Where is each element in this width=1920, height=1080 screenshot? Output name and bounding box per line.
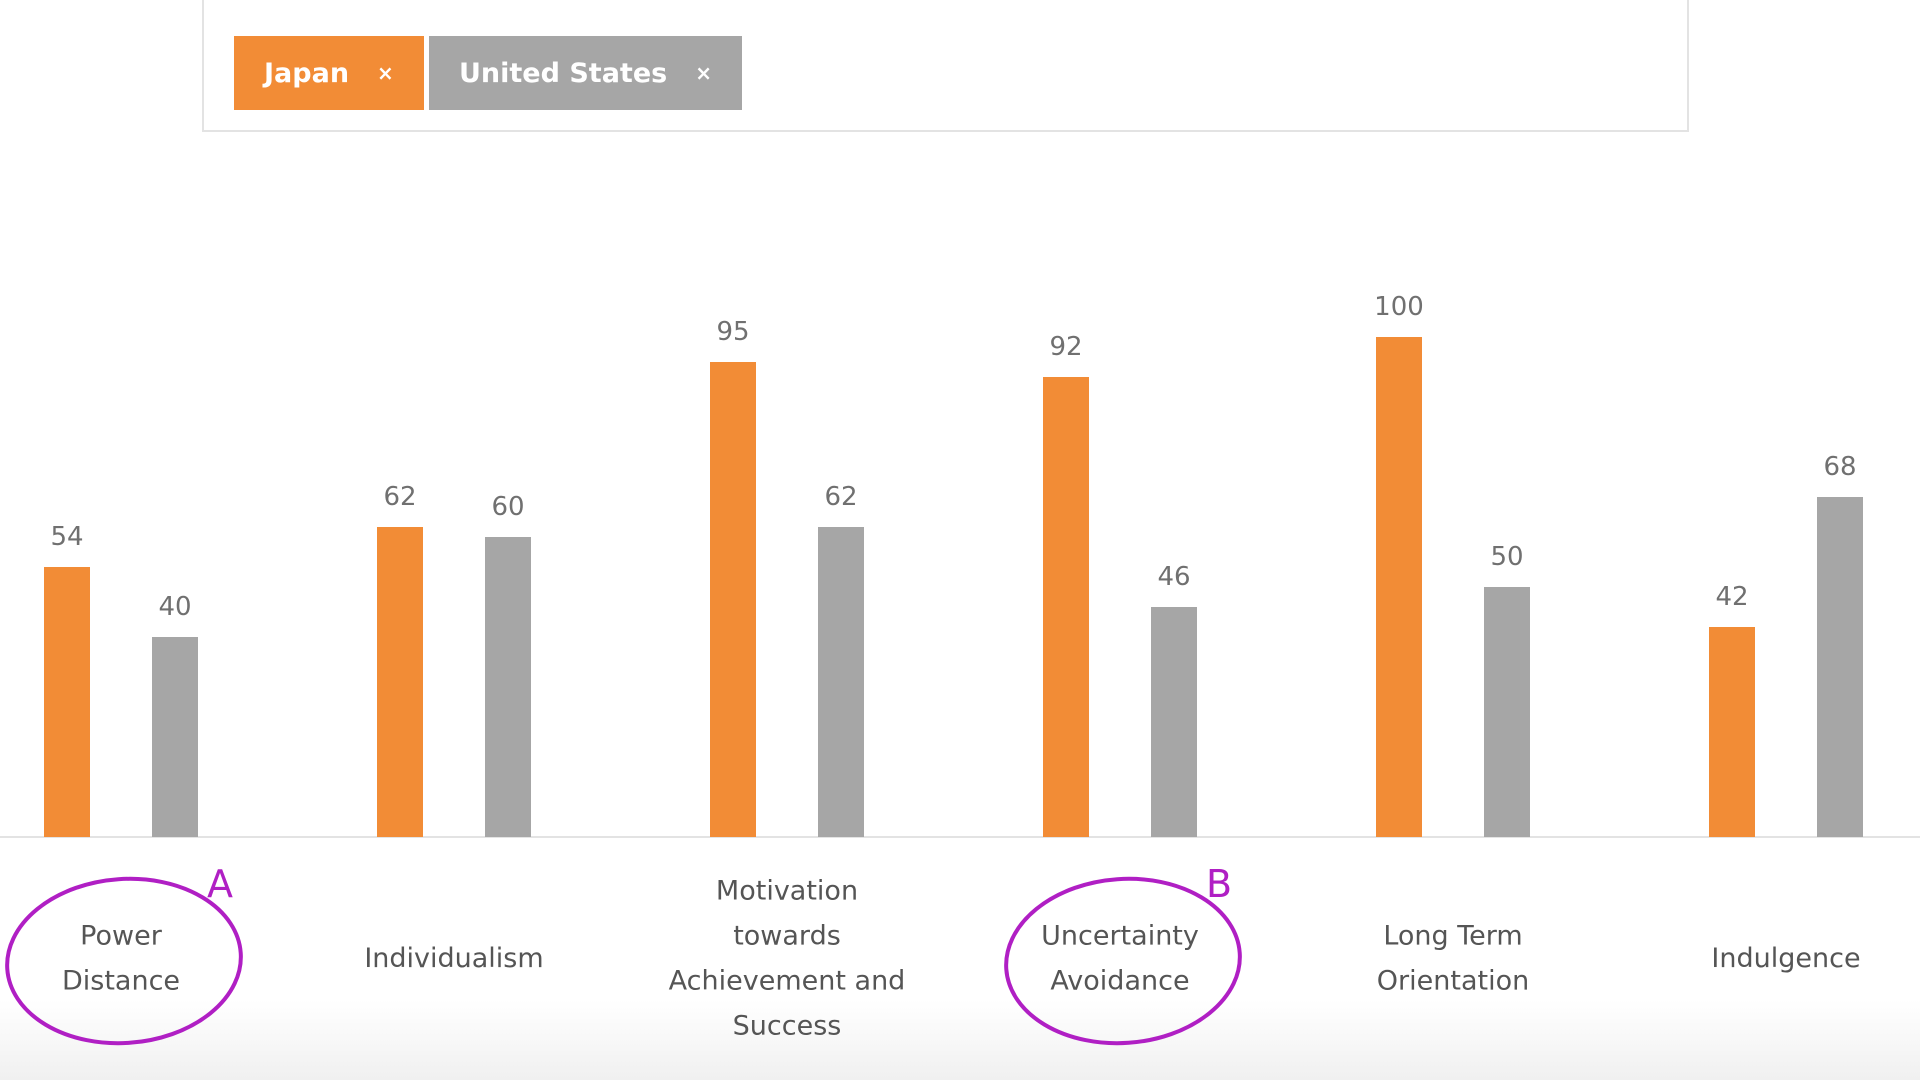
annotation-circle <box>5 876 243 1046</box>
bar-united-states <box>485 537 531 837</box>
filter-tag-japan[interactable]: Japan × <box>234 36 424 110</box>
bar-japan <box>1709 627 1755 837</box>
bar-japan <box>44 567 90 837</box>
category-labels-group: Power Distance Individualism Motivation towa… <box>62 876 1861 1042</box>
filter-tag-label: Japan <box>264 57 350 89</box>
category-label: Uncertainty <box>1041 921 1199 952</box>
annotation-circle <box>1004 876 1242 1046</box>
bar-united-states <box>1484 587 1530 837</box>
bar-united-states <box>152 637 198 837</box>
data-label: 46 <box>1157 562 1190 592</box>
data-label: 95 <box>716 317 749 347</box>
filter-tag-united-states[interactable]: United States × <box>429 36 742 110</box>
data-label: 62 <box>824 482 857 512</box>
data-label: 42 <box>1715 582 1748 612</box>
category-label: Indulgence <box>1711 943 1860 974</box>
bar-japan <box>377 527 423 837</box>
bars-group: 54 40 62 60 95 62 92 46 100 50 42 68 <box>44 292 1863 837</box>
annotation-letter: A <box>207 862 233 906</box>
data-label: 68 <box>1823 452 1856 482</box>
category-label: towards <box>733 921 841 952</box>
data-label: 50 <box>1490 542 1523 572</box>
annotation-letter: B <box>1206 862 1232 906</box>
close-icon[interactable]: × <box>695 61 712 85</box>
bar-united-states <box>1151 607 1197 837</box>
data-label: 92 <box>1049 332 1082 362</box>
category-label: Avoidance <box>1050 966 1189 997</box>
category-label: Motivation <box>716 876 858 907</box>
bar-japan <box>1043 377 1089 837</box>
category-label: Success <box>733 1011 842 1042</box>
bar-united-states <box>818 527 864 837</box>
category-label: Individualism <box>364 943 543 974</box>
category-label: Power <box>80 921 163 952</box>
data-label: 40 <box>158 592 191 622</box>
category-label: Distance <box>62 966 180 997</box>
category-label: Achievement and <box>669 966 906 997</box>
filter-tag-label: United States <box>459 57 668 89</box>
data-label: 62 <box>383 482 416 512</box>
data-label: 60 <box>491 492 524 522</box>
bar-united-states <box>1817 497 1863 837</box>
category-label: Long Term <box>1383 921 1522 952</box>
category-label: Orientation <box>1377 966 1529 997</box>
data-label: 100 <box>1374 292 1424 322</box>
bar-japan <box>1376 337 1422 837</box>
data-label: 54 <box>50 522 83 552</box>
bar-japan <box>710 362 756 837</box>
country-filter-box: Japan × United States × <box>202 0 1689 132</box>
close-icon[interactable]: × <box>377 61 394 85</box>
